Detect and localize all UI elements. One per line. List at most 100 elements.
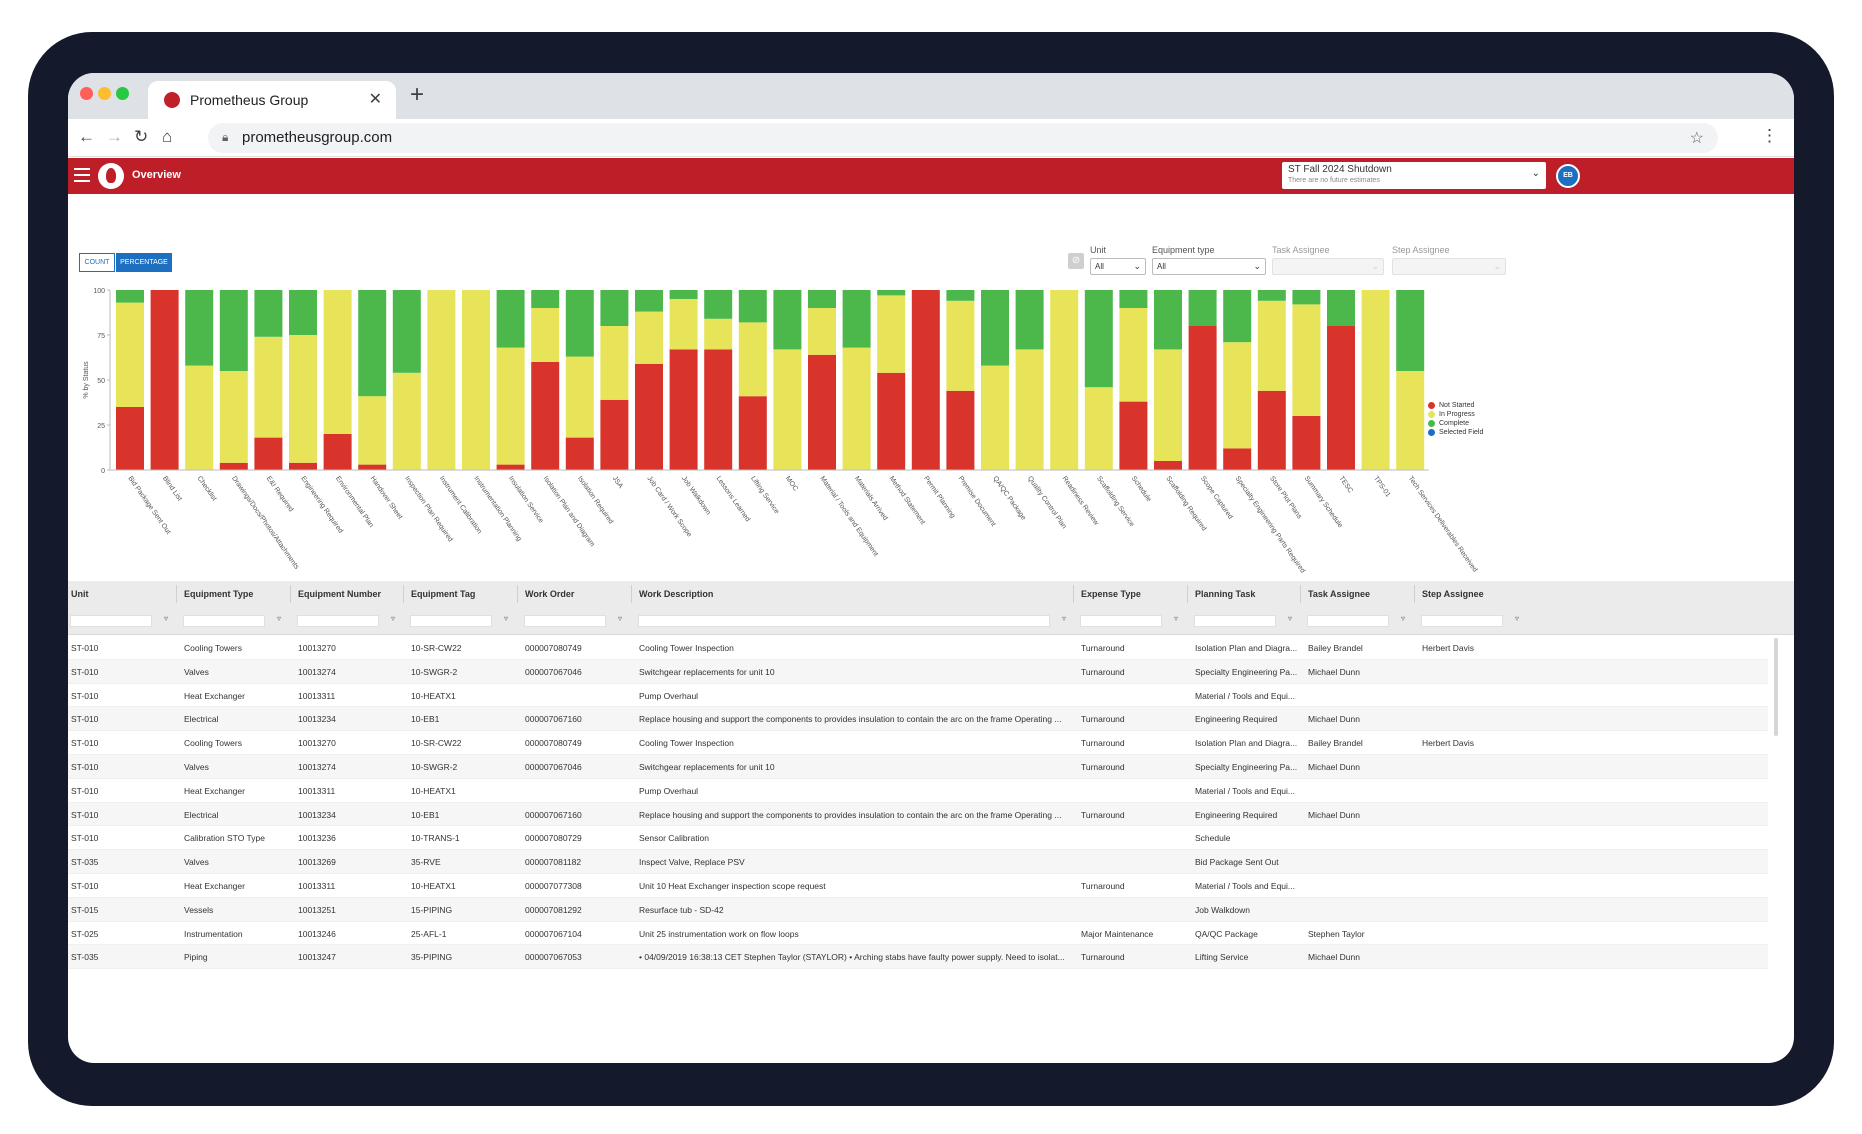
- filter-funnel-icon[interactable]: ▿: [277, 614, 282, 623]
- column-header-equipment-number[interactable]: Equipment Number: [298, 589, 382, 599]
- hamburger-menu-icon[interactable]: [74, 168, 90, 182]
- column-header-equipment-type[interactable]: Equipment Type: [184, 589, 254, 599]
- column-resize-handle[interactable]: [176, 585, 177, 603]
- avatar[interactable]: EB: [1556, 164, 1580, 188]
- minimize-window-dot[interactable]: [98, 87, 111, 100]
- column-header-task-assignee[interactable]: Task Assignee: [1308, 589, 1371, 599]
- cell-unit: ST-010: [71, 761, 99, 772]
- table-row[interactable]: ST-035 Valves 10013269 35-RVE 000007081182 In…: [68, 850, 1768, 874]
- count-toggle-button[interactable]: COUNT: [79, 253, 115, 272]
- filter-funnel-icon[interactable]: ▿: [1515, 614, 1520, 623]
- bar-segment-in-progress: [254, 336, 283, 438]
- grid-scrollbar[interactable]: [1770, 636, 1782, 1063]
- x-tick-label: Checklist: [196, 475, 218, 502]
- x-tick-label: Schedule: [1130, 475, 1153, 503]
- column-resize-handle[interactable]: [1073, 585, 1074, 603]
- table-row[interactable]: ST-010 Heat Exchanger 10013311 10-HEATX1 Pum…: [68, 684, 1768, 708]
- bar-segment-in-progress: [704, 318, 733, 350]
- column-filter-input[interactable]: [1080, 615, 1162, 627]
- table-row[interactable]: ST-010 Cooling Towers 10013270 10-SR-CW22 00…: [68, 636, 1768, 660]
- filter-funnel-icon[interactable]: ▿: [618, 614, 623, 623]
- cell-expense-type: Turnaround: [1081, 952, 1125, 963]
- column-filter-input[interactable]: [410, 615, 492, 627]
- legend-item[interactable]: In Progress: [1428, 410, 1483, 419]
- column-filter-input[interactable]: [638, 615, 1050, 627]
- filter-funnel-icon[interactable]: ▿: [1174, 614, 1179, 623]
- filter-funnel-icon[interactable]: ▿: [391, 614, 396, 623]
- column-resize-handle[interactable]: [631, 585, 632, 603]
- table-row[interactable]: ST-010 Heat Exchanger 10013311 10-HEATX1 Pum…: [68, 779, 1768, 803]
- column-filter-input[interactable]: [1421, 615, 1503, 627]
- table-row[interactable]: ST-010 Cooling Towers 10013270 10-SR-CW22 00…: [68, 731, 1768, 755]
- column-filter-input[interactable]: [524, 615, 606, 627]
- close-window-dot[interactable]: [80, 87, 93, 100]
- column-resize-handle[interactable]: [290, 585, 291, 603]
- filter-funnel-icon[interactable]: ▿: [164, 614, 169, 623]
- browser-tab[interactable]: Prometheus Group ✕: [148, 81, 396, 119]
- equipment-type-filter-select[interactable]: All ⌄: [1152, 258, 1266, 275]
- percentage-toggle-button[interactable]: PERCENTAGE: [116, 253, 172, 272]
- omnibox[interactable]: 🔒︎ prometheusgroup.com ☆: [208, 123, 1718, 153]
- table-row[interactable]: ST-010 Electrical 10013234 10-EB1 0000070671…: [68, 802, 1768, 827]
- unit-filter-select[interactable]: All ⌄: [1090, 258, 1146, 275]
- equipment-type-filter-label: Equipment type: [1152, 245, 1215, 255]
- legend-item[interactable]: Complete: [1428, 419, 1483, 428]
- table-row[interactable]: ST-025 Instrumentation 10013246 25-AFL-1 000…: [68, 922, 1768, 946]
- cell-equipment-number: 10013236: [298, 833, 336, 844]
- forward-icon[interactable]: →: [106, 127, 123, 146]
- column-header-planning-task[interactable]: Planning Task: [1195, 589, 1256, 599]
- column-resize-handle[interactable]: [517, 585, 518, 603]
- filter-funnel-icon[interactable]: ▿: [1288, 614, 1293, 623]
- y-tick-label: 50: [97, 378, 105, 385]
- home-icon[interactable]: ⌂: [162, 127, 173, 146]
- new-tab-icon[interactable]: +: [410, 81, 425, 108]
- table-row[interactable]: ST-010 Electrical 10013234 10-EB1 0000070671…: [68, 707, 1768, 732]
- table-row[interactable]: ST-010 Valves 10013274 10-SWGR-2 00000706704…: [68, 659, 1768, 684]
- shutdown-select[interactable]: ST Fall 2024 Shutdown There are no futur…: [1282, 162, 1546, 189]
- column-resize-handle[interactable]: [1300, 585, 1301, 603]
- column-filter-input[interactable]: [297, 615, 379, 627]
- table-row[interactable]: ST-015 Vessels 10013251 15-PIPING 0000070812…: [68, 897, 1768, 922]
- column-header-work-order[interactable]: Work Order: [525, 589, 575, 599]
- bar-segment-in-progress: [1361, 290, 1390, 470]
- reload-icon[interactable]: ↻: [134, 127, 149, 146]
- table-row[interactable]: ST-035 Piping 10013247 35-PIPING 00000706705…: [68, 945, 1768, 970]
- table-row[interactable]: ST-010 Heat Exchanger 10013311 10-HEATX1 000…: [68, 874, 1768, 898]
- cell-planning-task: Isolation Plan and Diagra...: [1195, 643, 1298, 653]
- column-filter-input[interactable]: [70, 615, 152, 627]
- column-resize-handle[interactable]: [1187, 585, 1188, 603]
- column-filter-input[interactable]: [183, 615, 265, 627]
- maximize-window-dot[interactable]: [116, 87, 129, 100]
- bookmark-star-icon[interactable]: ☆: [1689, 130, 1704, 147]
- column-filter-input[interactable]: [1194, 615, 1276, 627]
- browser-menu-icon[interactable]: ⋮: [1761, 126, 1778, 145]
- url-text[interactable]: prometheusgroup.com: [242, 129, 393, 146]
- step-assignee-filter-select[interactable]: ⌄: [1392, 258, 1506, 275]
- bar-segment-in-progress: [358, 396, 387, 465]
- column-header-work-description[interactable]: Work Description: [639, 589, 714, 599]
- filter-funnel-icon[interactable]: ▿: [1401, 614, 1406, 623]
- legend-item[interactable]: Not Started: [1428, 401, 1483, 410]
- tab-close-icon[interactable]: ✕: [368, 91, 382, 108]
- column-header-expense-type[interactable]: Expense Type: [1081, 589, 1141, 599]
- column-filter-input[interactable]: [1307, 615, 1389, 627]
- table-row[interactable]: ST-010 Calibration STO Type 10013236 10-TRA…: [68, 826, 1768, 851]
- back-icon[interactable]: ←: [78, 127, 95, 146]
- column-header-equipment-tag[interactable]: Equipment Tag: [411, 589, 476, 599]
- bar-segment-in-progress: [842, 347, 871, 470]
- scrollbar-thumb[interactable]: [1774, 638, 1778, 736]
- column-header-unit[interactable]: Unit: [71, 589, 89, 599]
- column-header-step-assignee[interactable]: Step Assignee: [1422, 589, 1484, 599]
- filter-funnel-icon[interactable]: ▿: [504, 614, 509, 623]
- cell-task-assignee: Michael Dunn: [1308, 952, 1360, 963]
- column-resize-handle[interactable]: [403, 585, 404, 603]
- task-assignee-filter-select[interactable]: ⌄: [1272, 258, 1384, 275]
- filter-funnel-icon[interactable]: ▿: [1062, 614, 1067, 623]
- table-row[interactable]: ST-010 Valves 10013274 10-SWGR-2 00000706704…: [68, 754, 1768, 779]
- visibility-off-icon[interactable]: ⊘: [1068, 253, 1084, 269]
- legend-item[interactable]: Selected Field: [1428, 428, 1483, 437]
- bar-segment-in-progress: [1015, 349, 1044, 470]
- column-resize-handle[interactable]: [1414, 585, 1415, 603]
- cell-planning-task: Engineering Required: [1195, 809, 1278, 820]
- shutdown-select-subtitle: There are no future estimates: [1288, 177, 1380, 184]
